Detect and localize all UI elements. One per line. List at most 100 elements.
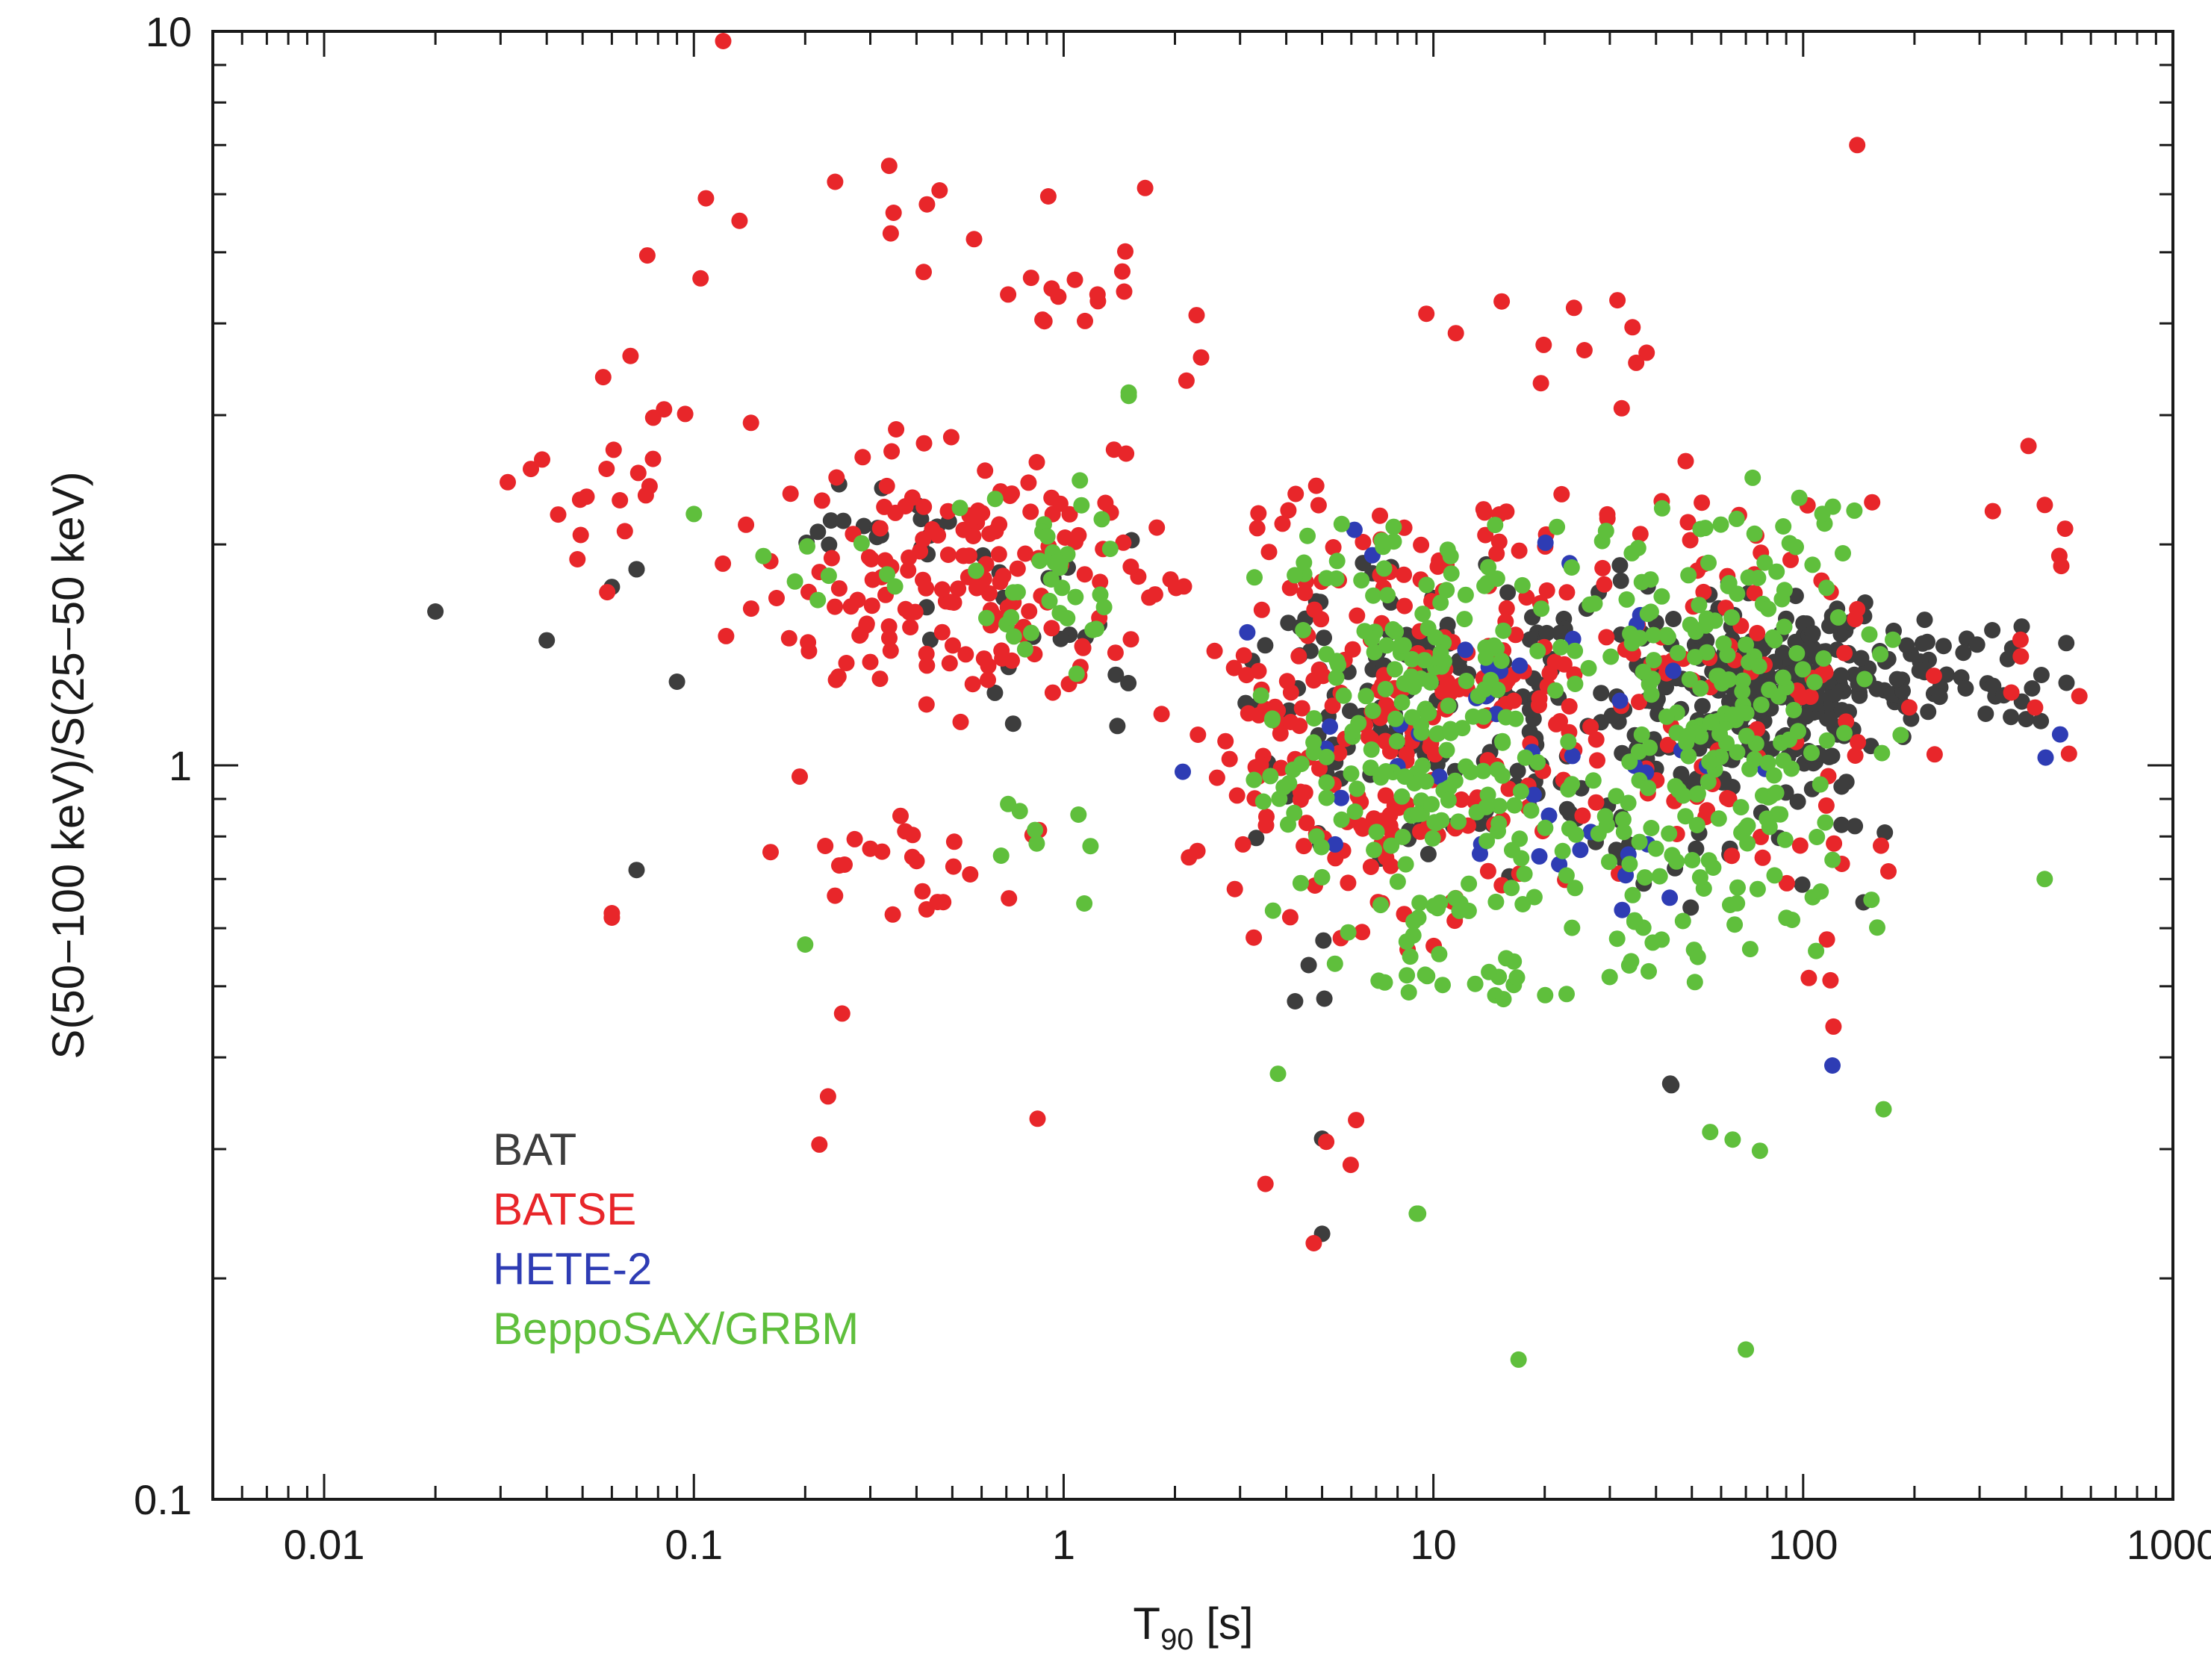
data-point <box>1366 644 1383 661</box>
data-point <box>1505 953 1523 970</box>
data-point <box>1720 791 1738 808</box>
x-axis-label-main: T <box>1133 1599 1160 1649</box>
data-point <box>762 844 779 861</box>
data-point <box>1694 494 1711 511</box>
data-point <box>1405 913 1422 930</box>
data-point <box>965 231 983 248</box>
data-point <box>1076 566 1093 583</box>
data-point <box>897 600 914 617</box>
data-point <box>1776 831 1794 848</box>
data-point <box>1872 646 1889 663</box>
data-point <box>1729 879 1746 896</box>
data-point <box>1313 868 1331 886</box>
data-point <box>1316 990 1333 1007</box>
data-point <box>1043 620 1060 637</box>
data-point <box>1396 597 1413 615</box>
data-point <box>945 858 962 875</box>
data-point <box>1250 505 1267 522</box>
data-point <box>1876 824 1894 841</box>
data-point <box>908 853 925 870</box>
data-point <box>1751 1142 1768 1160</box>
data-point <box>2027 699 2044 716</box>
data-point <box>835 512 852 529</box>
data-point <box>1028 454 1045 470</box>
data-point <box>1794 661 1812 678</box>
data-point <box>950 580 967 597</box>
data-point <box>1525 786 1542 803</box>
data-point <box>2012 631 2029 648</box>
data-point <box>1017 545 1034 562</box>
data-point <box>1075 639 1092 656</box>
data-point <box>1478 798 1495 815</box>
data-point <box>1587 731 1605 748</box>
data-point <box>1618 591 1635 608</box>
data-point <box>641 478 658 495</box>
data-point <box>1252 687 1269 704</box>
data-point <box>1394 828 1411 845</box>
data-point <box>1477 526 1494 544</box>
data-point <box>1107 666 1125 683</box>
series-bepposax-grbm <box>685 384 2053 1368</box>
data-point <box>1523 802 1540 819</box>
data-point <box>1039 188 1057 205</box>
data-point <box>1029 1110 1046 1127</box>
data-point <box>888 421 905 438</box>
data-point <box>1073 497 1090 514</box>
data-point <box>1749 624 1766 641</box>
data-point <box>1552 638 1570 656</box>
data-point <box>1864 494 1881 511</box>
data-point <box>1700 852 1717 869</box>
data-point <box>1750 658 1767 675</box>
data-point <box>1522 631 1538 648</box>
data-point <box>1028 835 1045 852</box>
data-point <box>1726 916 1744 933</box>
data-point <box>1431 650 1449 667</box>
data-point <box>1552 624 1569 641</box>
data-point <box>1957 680 1974 697</box>
data-point <box>1476 577 1493 594</box>
data-point <box>1153 706 1170 723</box>
data-point <box>1582 718 1599 735</box>
data-point <box>1554 842 1571 859</box>
data-point <box>2036 871 2053 888</box>
data-point <box>1016 641 1033 658</box>
data-point <box>1875 1101 1892 1118</box>
data-point <box>1190 727 1207 743</box>
data-point <box>1412 823 1428 840</box>
data-point <box>986 684 1004 701</box>
data-point <box>828 469 845 486</box>
data-point <box>628 561 645 578</box>
data-point <box>1352 817 1369 834</box>
data-point <box>1427 629 1444 646</box>
data-point <box>1434 684 1452 700</box>
data-point <box>1651 868 1668 885</box>
data-point <box>1387 710 1404 727</box>
data-point <box>1911 662 1928 679</box>
data-point <box>427 603 444 620</box>
data-point <box>1005 628 1022 645</box>
data-point <box>1580 659 1597 676</box>
data-point <box>1700 774 1717 791</box>
data-point <box>1778 909 1795 927</box>
data-point <box>1414 757 1431 774</box>
data-point <box>2036 497 2053 514</box>
data-point <box>1402 948 1419 965</box>
data-point <box>1601 968 1618 986</box>
data-point <box>1477 649 1494 666</box>
data-point <box>1175 763 1191 780</box>
data-point <box>1824 851 1841 868</box>
data-point <box>1226 880 1243 897</box>
data-point <box>1806 673 1823 691</box>
data-point <box>1514 896 1531 912</box>
data-point <box>1513 850 1530 867</box>
data-point <box>882 642 899 659</box>
data-point <box>2060 745 2077 762</box>
data-point <box>1372 507 1388 524</box>
data-point <box>1354 924 1371 941</box>
data-point <box>1235 647 1252 664</box>
data-point <box>1397 856 1414 873</box>
data-point <box>1411 895 1428 912</box>
data-point <box>799 538 815 555</box>
data-point <box>1041 592 1058 609</box>
data-point <box>1328 669 1345 686</box>
